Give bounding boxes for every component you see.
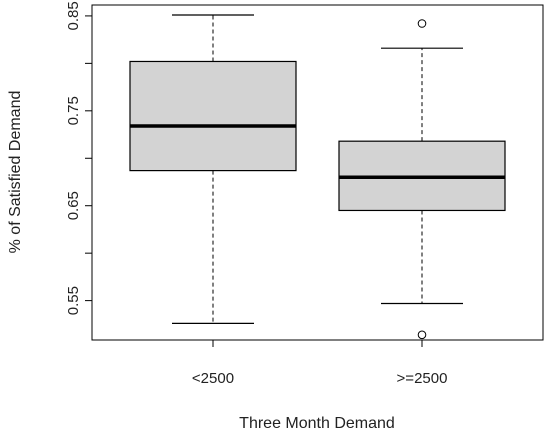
x-tick-label: <2500 (192, 370, 234, 387)
y-tick-label: 0.85 (65, 1, 82, 30)
y-tick-label: 0.55 (65, 286, 82, 315)
x-tick-label: >=2500 (397, 370, 448, 387)
box-iqr (129, 60, 297, 172)
box-group (129, 14, 297, 324)
y-axis-label: % of Satisfied Demand (7, 91, 24, 254)
boxes (129, 14, 506, 340)
outlier-point (417, 19, 427, 28)
box-group (338, 19, 506, 340)
y-tick-label: 0.75 (65, 96, 82, 125)
plot-frame (91, 4, 544, 341)
outlier-point (417, 330, 427, 340)
y-tick-label: 0.65 (65, 191, 82, 220)
x-axis: <2500 >=2500 (192, 340, 448, 387)
y-axis: 0.55 0.65 0.75 0.85 (65, 1, 92, 315)
x-axis-label: Three Month Demand (239, 415, 395, 432)
